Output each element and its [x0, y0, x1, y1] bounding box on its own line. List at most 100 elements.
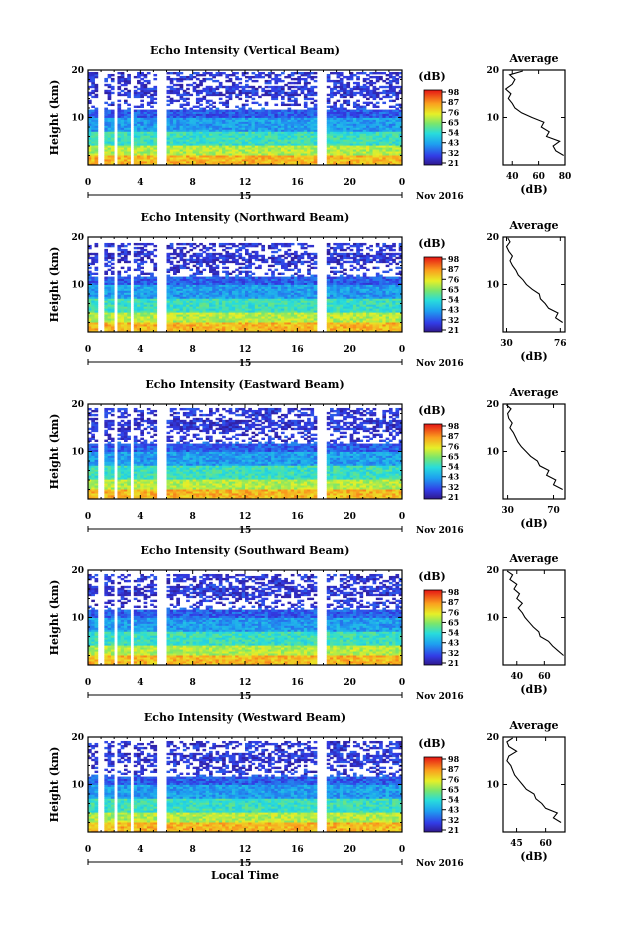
profile-y-tick-label: 20: [486, 400, 499, 410]
profile-x-tick-label: 30: [501, 506, 514, 516]
colorbar-tick-label: 98: [448, 254, 460, 264]
heatmap: [88, 740, 403, 833]
day-label: 15: [239, 526, 252, 536]
profile-x-tick-label: 60: [532, 172, 545, 182]
colorbar-tick-label: 98: [448, 87, 460, 97]
y-tick-label: 10: [71, 781, 84, 791]
x-tick-label: 16: [291, 178, 304, 188]
x-tick-label: 4: [137, 845, 143, 855]
x-tick-label: 4: [137, 678, 143, 688]
profile-x-tick-label: 30: [500, 339, 513, 349]
x-tick-label: 0: [399, 512, 405, 522]
profile-x-tick-label: 45: [510, 839, 523, 849]
x-tick-label: 12: [239, 345, 252, 355]
x-tick-label: 0: [85, 345, 91, 355]
profile-title: Average: [508, 552, 558, 565]
date-label: Nov 2016: [416, 192, 464, 202]
x-tick-label: 0: [85, 178, 91, 188]
colorbar-tick-label: 98: [448, 754, 460, 764]
colorbar-unit: (dB): [418, 404, 445, 417]
profile-x-tick-label: 40: [511, 672, 524, 682]
colorbar-tick-label: 32: [448, 482, 459, 492]
y-tick-label: 20: [71, 733, 84, 743]
x-tick-label: 0: [399, 845, 405, 855]
x-tick-label: 0: [399, 178, 405, 188]
profile-y-tick-label: 10: [486, 114, 499, 124]
colorbar-tick-label: 98: [448, 587, 460, 597]
x-tick-label: 0: [85, 512, 91, 522]
profile-x-label: (dB): [520, 683, 547, 696]
x-tick-label: 12: [239, 178, 252, 188]
colorbar-tick-label: 21: [448, 158, 459, 168]
x-tick-label: 12: [239, 512, 252, 522]
colorbar-tick-label: 32: [448, 148, 459, 158]
profile-x-label: (dB): [520, 850, 547, 863]
y-axis-label: Height (km): [48, 414, 61, 490]
y-tick-label: 10: [71, 614, 84, 624]
day-label: 15: [239, 359, 252, 369]
colorbar-unit: (dB): [418, 570, 445, 583]
x-tick-label: 4: [137, 178, 143, 188]
x-tick-label: 16: [291, 845, 304, 855]
y-tick-label: 10: [71, 281, 84, 291]
x-tick-label: 4: [137, 512, 143, 522]
colorbar-tick-label: 98: [448, 421, 460, 431]
x-tick-label: 20: [343, 845, 356, 855]
x-tick-label: 12: [239, 678, 252, 688]
profile-x-tick-label: 60: [539, 839, 552, 849]
colorbar: [423, 256, 443, 333]
colorbar-tick-label: 21: [448, 325, 459, 335]
profile-frame: [502, 736, 566, 833]
panel-title: Echo Intensity (Vertical Beam): [150, 44, 340, 57]
x-tick-label: 20: [343, 345, 356, 355]
x-tick-label: 12: [239, 845, 252, 855]
profile-y-tick-label: 10: [486, 781, 499, 791]
profile-y-tick-label: 20: [486, 566, 499, 576]
heatmap: [88, 71, 403, 166]
date-label: Nov 2016: [416, 692, 464, 702]
profile-y-tick-label: 10: [486, 281, 499, 291]
y-tick-label: 20: [71, 66, 84, 76]
profile-x-tick-label: 70: [547, 506, 560, 516]
x-tick-label: 20: [343, 178, 356, 188]
colorbar: [423, 589, 443, 666]
colorbar-tick-label: 21: [448, 492, 459, 502]
profile-x-tick-label: 60: [538, 672, 551, 682]
profile-y-tick-label: 20: [486, 233, 499, 243]
y-axis-label: Height (km): [48, 247, 61, 323]
colorbar-tick-label: 43: [448, 472, 460, 482]
colorbar-tick-label: 65: [448, 451, 459, 461]
colorbar-tick-label: 76: [448, 774, 460, 784]
colorbar-tick-label: 43: [448, 138, 460, 148]
colorbar-unit: (dB): [418, 70, 445, 83]
colorbar-tick-label: 87: [448, 764, 459, 774]
x-tick-label: 0: [399, 345, 405, 355]
colorbar-tick-label: 76: [448, 441, 460, 451]
heatmap: [88, 573, 403, 666]
profile-line: [504, 70, 564, 156]
x-tick-label: 8: [190, 845, 196, 855]
colorbar-tick-label: 76: [448, 607, 460, 617]
profile-x-label: (dB): [520, 517, 547, 530]
profile-title: Average: [508, 386, 558, 399]
date-label: Nov 2016: [416, 359, 464, 369]
colorbar-tick-label: 32: [448, 815, 459, 825]
y-tick-label: 20: [71, 566, 84, 576]
x-tick-label: 8: [190, 345, 196, 355]
day-label: 15: [239, 859, 252, 869]
panel-title: Echo Intensity (Northward Beam): [141, 211, 350, 224]
profile-y-tick-label: 10: [486, 614, 499, 624]
y-tick-label: 10: [71, 448, 84, 458]
colorbar-tick-label: 43: [448, 805, 460, 815]
colorbar-tick-label: 87: [448, 597, 459, 607]
day-label: 15: [239, 692, 252, 702]
colorbar-tick-label: 32: [448, 315, 459, 325]
x-tick-label: 4: [137, 345, 143, 355]
x-tick-label: 16: [291, 512, 304, 522]
y-tick-label: 20: [71, 400, 84, 410]
colorbar: [423, 423, 443, 500]
colorbar-tick-label: 87: [448, 97, 459, 107]
profile-frame: [502, 403, 566, 500]
x-tick-label: 8: [190, 178, 196, 188]
profile-y-tick-label: 10: [486, 448, 499, 458]
